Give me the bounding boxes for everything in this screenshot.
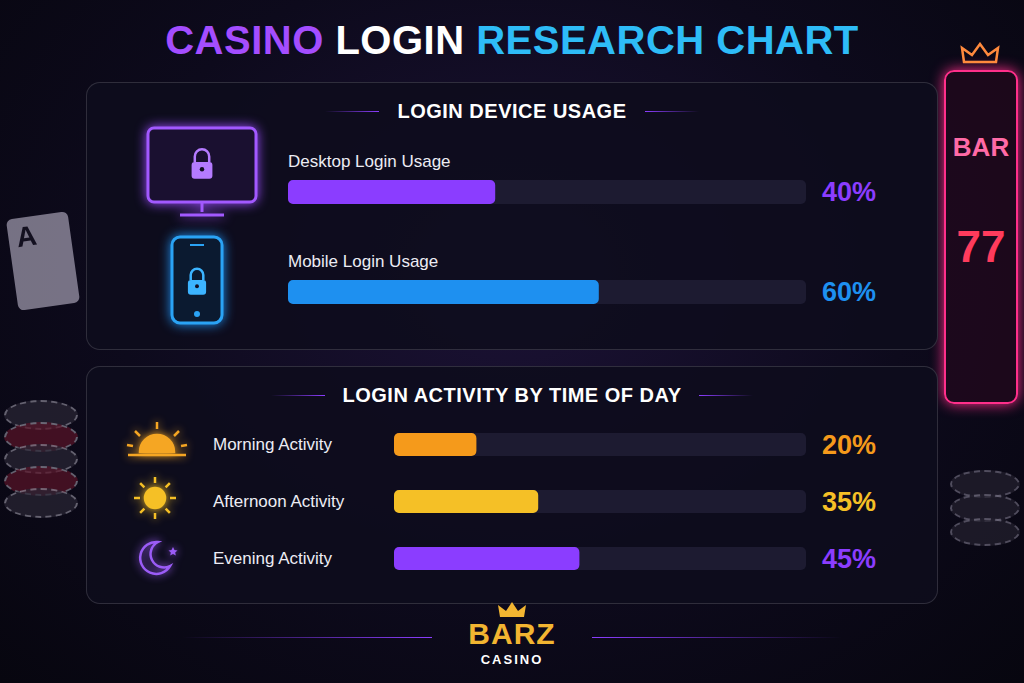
svg-text:Mobile Login Usage: Mobile Login Usage <box>288 252 438 271</box>
html-text:BARZ: BARZ <box>468 617 556 650</box>
svg-text:Evening Activity: Evening Activity <box>213 549 333 568</box>
svg-text:Morning Activity: Morning Activity <box>213 435 333 454</box>
svg-text:60%: 60% <box>822 277 876 307</box>
html-text:LOGIN DEVICE USAGE: LOGIN DEVICE USAGE <box>397 99 627 122</box>
html-text:A: A <box>14 219 39 254</box>
html-text:LOGIN ACTIVITY BY TIME OF DAY: LOGIN ACTIVITY BY TIME OF DAY <box>342 383 682 406</box>
html-text:BAR: BAR <box>952 132 1010 162</box>
svg-text:45%: 45% <box>822 544 876 574</box>
html-text:CASINO: CASINO <box>480 652 544 667</box>
html-text:CASINO LOGIN RESEARCH CHART: CASINO LOGIN RESEARCH CHART <box>165 18 859 62</box>
svg-text:40%: 40% <box>822 177 876 207</box>
svg-text:35%: 35% <box>822 487 876 517</box>
svg-text:Afternoon Activity: Afternoon Activity <box>213 492 345 511</box>
svg-text:20%: 20% <box>822 430 876 460</box>
html-text:7 7: 7 7 <box>956 222 1006 271</box>
svg-text:Desktop Login Usage: Desktop Login Usage <box>288 152 451 171</box>
